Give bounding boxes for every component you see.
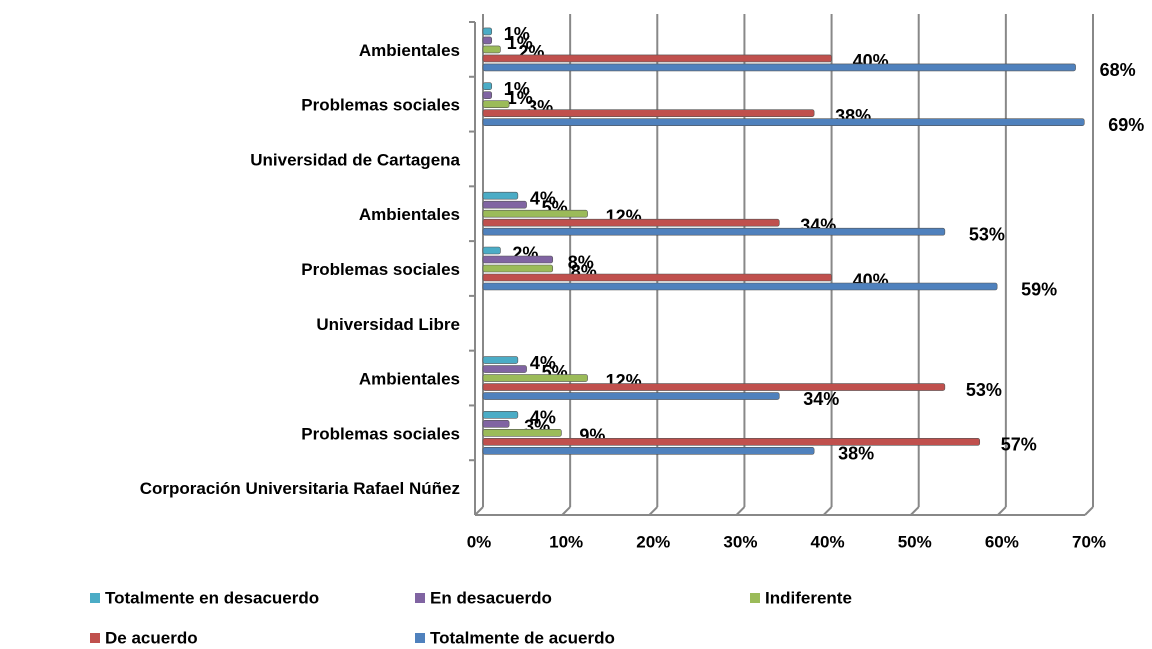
bar [482, 100, 510, 108]
grid-line [648, 506, 658, 516]
value-label: 59% [1021, 279, 1057, 299]
bar [482, 255, 554, 264]
bar [482, 45, 501, 54]
value-label: 53% [966, 380, 1002, 400]
grid-line [997, 506, 1007, 516]
bar [482, 63, 1076, 72]
x-tick-label: 20% [636, 532, 670, 551]
bar [482, 356, 519, 364]
value-label: 57% [1001, 435, 1037, 455]
bar [482, 36, 493, 45]
bar [482, 246, 501, 255]
category-label: Ambientales [359, 370, 460, 389]
value-label: 4% [530, 408, 556, 428]
category-label: Problemas sociales [301, 424, 460, 443]
bar [482, 374, 588, 382]
bar [482, 429, 562, 437]
value-label: 1% [504, 79, 530, 99]
grid-line [561, 506, 571, 516]
x-tick-label: 0% [467, 532, 492, 551]
legend-label: Indiferente [765, 588, 852, 607]
value-label: 8% [568, 252, 594, 272]
x-tick-label: 10% [549, 532, 583, 551]
category-label: Universidad Libre [316, 315, 460, 334]
value-label: 4% [530, 353, 556, 373]
bar [482, 282, 998, 291]
legend-swatch [90, 593, 100, 603]
x-tick-label: 50% [898, 532, 932, 551]
value-label: 1% [507, 33, 533, 53]
bar [482, 191, 519, 200]
bar [482, 420, 510, 428]
grid-line [1084, 506, 1094, 516]
grid-line [474, 506, 484, 516]
category-label: Universidad de Cartagena [250, 150, 460, 169]
value-label: 69% [1108, 115, 1144, 135]
value-label: 53% [969, 224, 1005, 244]
grid-line [735, 506, 746, 516]
grid-line [910, 506, 920, 516]
category-label: Problemas sociales [301, 260, 460, 279]
legend-label: De acuerdo [105, 628, 198, 647]
category-label: Ambientales [359, 41, 460, 60]
legend-label: Totalmente de acuerdo [430, 628, 615, 647]
value-label: 4% [530, 188, 556, 208]
grid-line [822, 506, 833, 516]
category-label: Ambientales [359, 205, 460, 224]
value-label: 34% [803, 389, 839, 409]
legend-swatch [415, 633, 425, 643]
bar [482, 27, 493, 36]
bar [482, 264, 554, 273]
bar [482, 273, 832, 282]
x-tick-label: 60% [985, 532, 1019, 551]
bar [482, 209, 588, 218]
value-label: 1% [504, 24, 530, 44]
legend-label: En desacuerdo [430, 588, 552, 607]
legend-swatch [415, 593, 425, 603]
legend-label: Totalmente en desacuerdo [105, 588, 319, 607]
bar [482, 82, 493, 90]
bar [482, 227, 946, 236]
bar [482, 447, 815, 455]
bar [482, 109, 815, 117]
bar [482, 365, 527, 373]
category-label: Problemas sociales [301, 96, 460, 115]
bar [482, 200, 527, 209]
bar [482, 392, 780, 400]
value-label: 38% [838, 444, 874, 464]
bar [482, 91, 493, 99]
bar [482, 411, 519, 419]
value-label: 68% [1100, 60, 1136, 80]
value-label: 1% [507, 88, 533, 108]
legend-swatch [90, 633, 100, 643]
category-label: Corporación Universitaria Rafael Núñez [140, 479, 460, 498]
x-tick-label: 40% [811, 532, 845, 551]
bar [482, 54, 832, 63]
bar [482, 218, 780, 227]
bar [482, 383, 946, 391]
x-tick-label: 30% [723, 532, 757, 551]
x-tick-label: 70% [1072, 532, 1106, 551]
bar [482, 118, 1085, 126]
legend-swatch [750, 593, 760, 603]
bar [482, 438, 981, 446]
